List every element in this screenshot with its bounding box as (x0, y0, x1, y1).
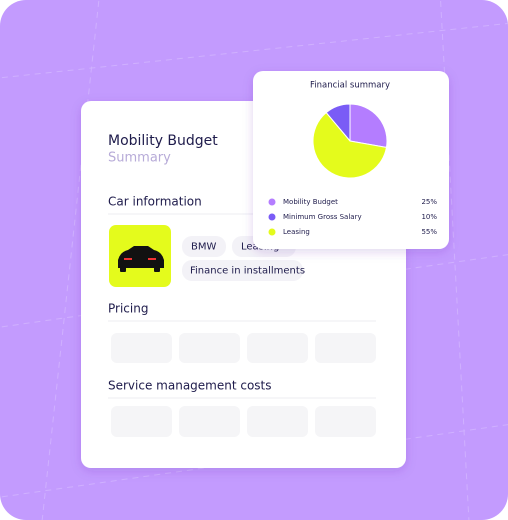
legend-swatch (268, 228, 276, 236)
pie-slice (349, 103, 388, 149)
chip (182, 236, 226, 257)
legend: Mobility Budget 25% Minimum Gross Salary 10… (268, 198, 437, 236)
legend-swatch (268, 198, 276, 206)
legend-value: 55% (421, 228, 437, 236)
chip (182, 260, 303, 281)
pricing-placeholders (111, 333, 376, 363)
card-subtitle: Summary (108, 151, 171, 166)
legend-value: 10% (421, 213, 437, 221)
car-icon (118, 246, 164, 272)
chart-title: Financial summary (310, 81, 390, 91)
service-placeholders (111, 406, 376, 437)
chip-label: BMW (191, 242, 216, 253)
legend-swatch (268, 213, 276, 221)
card-title: Mobility Budget (108, 133, 218, 149)
legend-label: Leasing (283, 228, 310, 236)
legend-label: Minimum Gross Salary (283, 213, 362, 221)
pie-slice (312, 111, 388, 179)
pie-chart (312, 103, 388, 179)
section-title: Pricing (108, 302, 148, 316)
section-title: Car information (108, 195, 202, 209)
legend-value: 25% (421, 198, 437, 206)
legend-label: Mobility Budget (283, 198, 338, 206)
chip-label: Finance in installments (190, 266, 305, 277)
section-title: Service management costs (108, 379, 272, 393)
